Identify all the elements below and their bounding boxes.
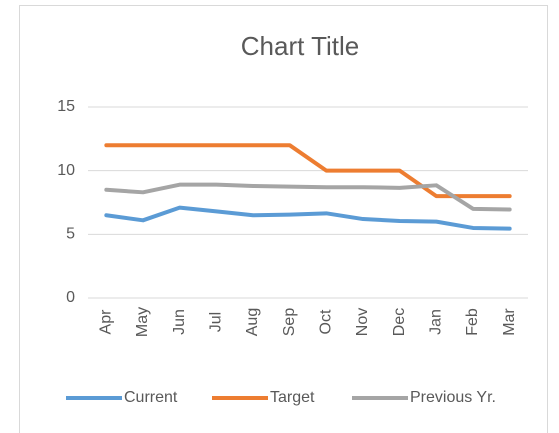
x-tick-label: Jul <box>208 312 225 332</box>
x-tick-label: Feb <box>464 308 481 336</box>
y-tick-label: 0 <box>66 289 75 306</box>
x-tick-label: Mar <box>501 308 518 336</box>
chart-title: Chart Title <box>241 31 360 61</box>
x-tick-label: Nov <box>354 308 371 336</box>
legend-label: Current <box>124 389 178 406</box>
y-tick-label: 5 <box>66 226 75 243</box>
y-tick-label: 10 <box>57 162 75 179</box>
legend-label: Target <box>270 389 315 406</box>
y-tick-label: 15 <box>57 98 75 115</box>
x-tick-label: May <box>134 307 151 337</box>
x-tick-label: Jun <box>171 309 188 335</box>
legend-label: Previous Yr. <box>410 389 496 406</box>
chart-area <box>19 5 548 433</box>
line-series <box>104 143 512 199</box>
x-tick-label: Dec <box>391 308 408 336</box>
line-series <box>104 182 512 212</box>
x-tick-label: Oct <box>318 309 335 334</box>
x-tick-label: Jan <box>428 309 445 335</box>
line-series <box>104 205 512 231</box>
x-tick-label: Aug <box>244 308 261 336</box>
x-tick-label: Sep <box>281 308 298 337</box>
x-tick-label: Apr <box>98 309 115 335</box>
